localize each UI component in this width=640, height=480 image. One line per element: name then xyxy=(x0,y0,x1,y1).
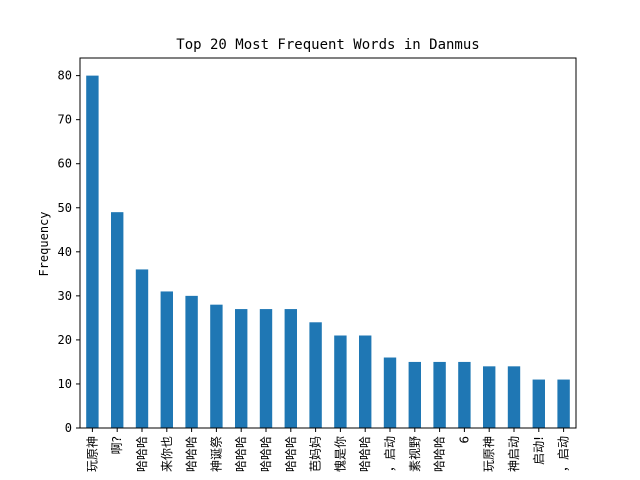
y-tick-label-3: 30 xyxy=(58,289,72,303)
bar-12 xyxy=(383,357,397,428)
bar-2 xyxy=(135,269,149,428)
y-axis-ticks: 0 10 20 30 40 50 60 70 80 xyxy=(58,69,80,435)
y-axis-label: Frequency xyxy=(37,211,51,276)
x-tick-label-10: 愧是你 xyxy=(332,436,347,472)
y-tick-label-1: 10 xyxy=(58,377,72,391)
y-tick-label-4: 40 xyxy=(58,245,72,259)
bar-7 xyxy=(259,309,273,428)
x-tick-label-11: 哈哈哈 xyxy=(358,436,372,472)
x-tick-label-4: 哈哈哈 xyxy=(185,436,199,472)
y-tick-label-5: 50 xyxy=(58,201,72,215)
x-tick-label-8: 哈哈哈 xyxy=(284,436,298,472)
x-tick-label-1: 啊? xyxy=(110,436,124,454)
bar-8 xyxy=(284,309,297,428)
x-tick-label-15: 6 xyxy=(457,436,471,444)
x-tick-label-18: 启动! xyxy=(532,436,546,465)
bar-16 xyxy=(483,366,496,428)
x-axis-ticks: 玩原神 啊? 哈哈哈 来你也 哈哈哈 神诞祭 哈哈哈 哈哈哈 哈哈哈 芭妈妈 愧是你 哈哈哈 ，启动 素视… xyxy=(85,428,571,472)
x-tick-label-3: 来你也 xyxy=(160,436,174,472)
bar-4 xyxy=(185,295,198,428)
x-tick-label-0: 玩原神 xyxy=(85,436,99,472)
bar-5 xyxy=(210,304,223,428)
y-tick-label-0: 0 xyxy=(65,421,72,435)
x-tick-label-9: 芭妈妈 xyxy=(309,436,323,472)
x-tick-label-16: 玩原神 xyxy=(482,436,496,472)
x-tick-label-12: ，启动 xyxy=(383,436,397,472)
bar-1 xyxy=(111,212,124,428)
bar-17 xyxy=(507,366,521,428)
bar-13 xyxy=(408,361,421,428)
x-tick-label-17: 神启动 xyxy=(507,436,521,472)
bar-10 xyxy=(334,335,347,428)
x-tick-label-5: 神诞祭 xyxy=(209,436,223,472)
x-tick-label-7: 哈哈哈 xyxy=(259,436,273,472)
bar-3 xyxy=(160,291,173,428)
x-tick-label-19: ，启动 xyxy=(557,436,571,472)
y-tick-label-8: 80 xyxy=(58,69,72,83)
bar-19 xyxy=(557,379,570,428)
bar-6 xyxy=(235,309,248,428)
bar-15 xyxy=(458,361,471,428)
bar-18 xyxy=(532,379,545,428)
y-tick-label-7: 70 xyxy=(58,113,72,127)
bar-0 xyxy=(86,75,99,429)
bars-group xyxy=(86,75,570,429)
y-tick-label-6: 60 xyxy=(58,157,72,171)
x-tick-label-6: 哈哈哈 xyxy=(234,436,248,472)
chart-title: Top 20 Most Frequent Words in Danmus xyxy=(176,37,479,53)
bar-11 xyxy=(359,335,372,428)
bar-14 xyxy=(433,361,446,428)
x-tick-label-13: 素视野 xyxy=(407,436,422,472)
plot-frame xyxy=(79,57,577,429)
x-tick-label-14: 哈哈哈 xyxy=(433,436,447,472)
bar-9 xyxy=(309,322,322,428)
x-tick-label-2: 哈哈哈 xyxy=(135,436,149,472)
y-tick-label-2: 20 xyxy=(58,333,72,347)
